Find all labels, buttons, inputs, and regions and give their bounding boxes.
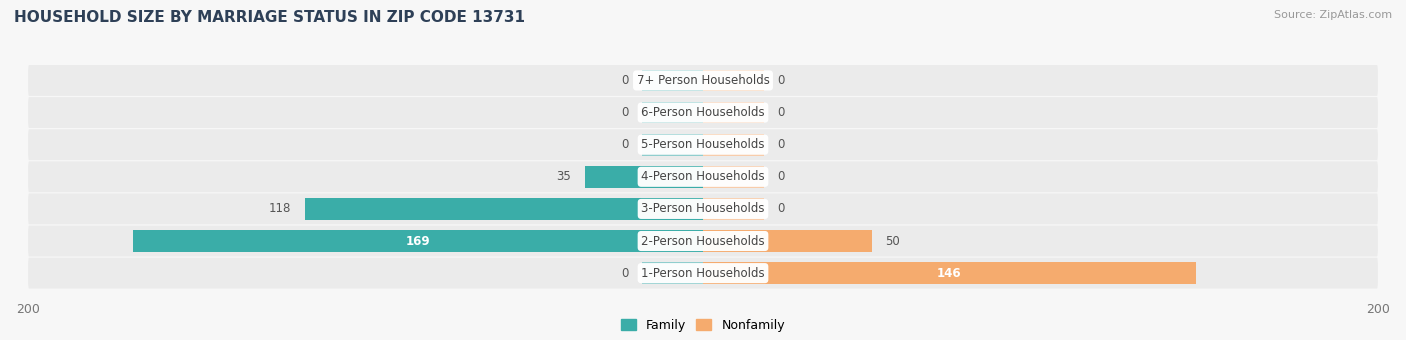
FancyBboxPatch shape	[28, 129, 1378, 160]
Text: 146: 146	[936, 267, 962, 279]
Text: 0: 0	[778, 74, 785, 87]
FancyBboxPatch shape	[28, 65, 1378, 96]
Text: 5-Person Households: 5-Person Households	[641, 138, 765, 151]
Text: 0: 0	[621, 267, 628, 279]
FancyBboxPatch shape	[28, 226, 1378, 256]
Bar	[703, 70, 763, 91]
Text: 50: 50	[886, 235, 900, 248]
Text: 0: 0	[621, 74, 628, 87]
Text: 169: 169	[405, 235, 430, 248]
FancyBboxPatch shape	[28, 258, 1378, 289]
Text: 6-Person Households: 6-Person Households	[641, 106, 765, 119]
Legend: Family, Nonfamily: Family, Nonfamily	[616, 314, 790, 337]
Text: 0: 0	[621, 138, 628, 151]
Bar	[703, 166, 763, 188]
Bar	[305, 198, 703, 220]
Bar	[585, 166, 703, 188]
Text: Source: ZipAtlas.com: Source: ZipAtlas.com	[1274, 10, 1392, 20]
Text: 35: 35	[557, 170, 571, 183]
Bar	[703, 262, 1195, 284]
Bar	[643, 134, 703, 156]
Text: HOUSEHOLD SIZE BY MARRIAGE STATUS IN ZIP CODE 13731: HOUSEHOLD SIZE BY MARRIAGE STATUS IN ZIP…	[14, 10, 524, 25]
Bar	[703, 198, 763, 220]
Text: 0: 0	[778, 202, 785, 216]
Text: 0: 0	[778, 170, 785, 183]
Bar	[132, 230, 703, 252]
Bar	[643, 102, 703, 123]
FancyBboxPatch shape	[28, 97, 1378, 128]
Bar	[643, 262, 703, 284]
Bar	[703, 102, 763, 123]
Text: 1-Person Households: 1-Person Households	[641, 267, 765, 279]
Text: 0: 0	[621, 106, 628, 119]
Bar	[643, 70, 703, 91]
Text: 7+ Person Households: 7+ Person Households	[637, 74, 769, 87]
FancyBboxPatch shape	[28, 193, 1378, 224]
Text: 3-Person Households: 3-Person Households	[641, 202, 765, 216]
Bar	[703, 134, 763, 156]
Text: 2-Person Households: 2-Person Households	[641, 235, 765, 248]
Text: 4-Person Households: 4-Person Households	[641, 170, 765, 183]
Bar	[703, 230, 872, 252]
Text: 118: 118	[269, 202, 291, 216]
FancyBboxPatch shape	[28, 162, 1378, 192]
Text: 0: 0	[778, 138, 785, 151]
Text: 0: 0	[778, 106, 785, 119]
